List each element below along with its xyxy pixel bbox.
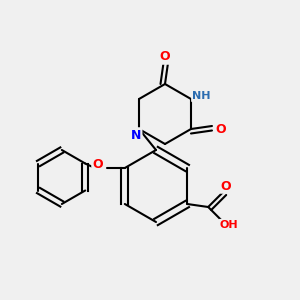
Text: O: O — [92, 158, 103, 172]
Text: O: O — [160, 50, 170, 64]
Text: O: O — [221, 179, 232, 193]
Text: OH: OH — [220, 220, 239, 230]
Text: NH: NH — [192, 91, 211, 101]
Text: O: O — [216, 122, 226, 136]
Text: N: N — [131, 128, 141, 142]
